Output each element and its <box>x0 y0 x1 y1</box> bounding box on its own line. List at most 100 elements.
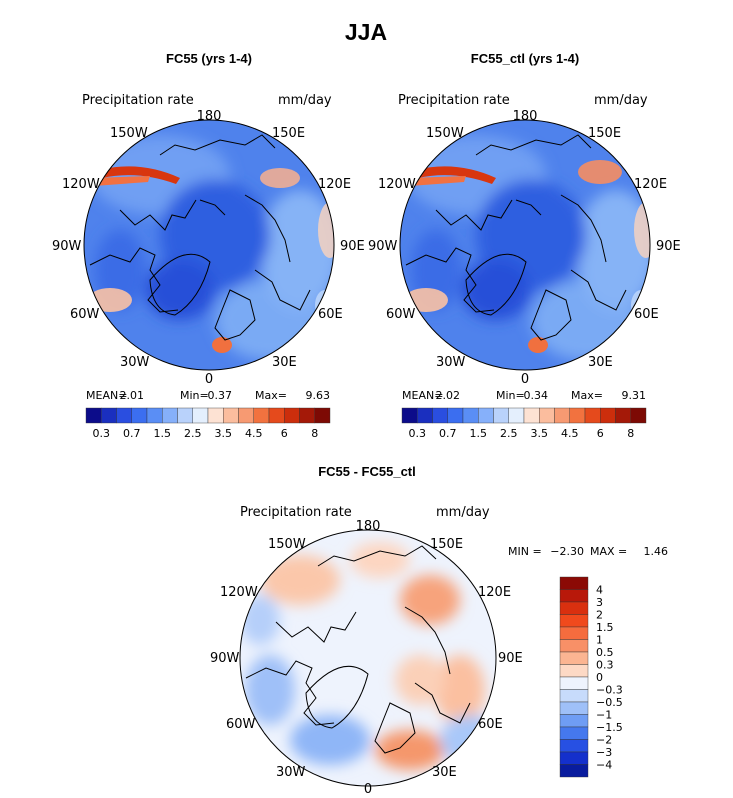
colorbar-swatch <box>86 408 101 423</box>
colorbar-swatch <box>433 408 448 423</box>
colorbar-swatch <box>162 408 177 423</box>
lon-label: 150W <box>110 126 148 141</box>
panel-title: FC55 (yrs 1-4) <box>166 51 252 66</box>
precip-map <box>84 120 342 370</box>
colorbar-tick-label: 8 <box>627 427 634 440</box>
colorbar-swatch <box>560 640 588 653</box>
units-label: mm/day <box>594 93 648 108</box>
mean-value: 2.02 <box>436 389 461 402</box>
colorbar-swatch <box>560 702 588 715</box>
figure-title: JJA <box>345 19 387 45</box>
lon-label: 60W <box>70 307 100 322</box>
lon-label: 0 <box>205 372 213 387</box>
colorbar-tick-label: 3.5 <box>531 427 549 440</box>
lon-label: 150W <box>268 537 306 552</box>
panel-title: FC55_ctl (yrs 1-4) <box>471 51 579 66</box>
colorbar-vertical: 4321.510.50.30−0.3−0.5−1−1.5−2−3−4 <box>560 577 623 777</box>
colorbar-swatch <box>600 408 615 423</box>
lon-label: 150E <box>430 537 463 552</box>
colorbar-swatch <box>560 577 588 590</box>
lon-label: 30E <box>588 355 613 370</box>
mean-value: 2.01 <box>120 389 145 402</box>
lon-label: 90W <box>52 239 82 254</box>
colorbar-tick-label: −4 <box>596 759 612 772</box>
colorbar-swatch <box>448 408 463 423</box>
colorbar-swatch <box>509 408 524 423</box>
stats-line: MEAN= 2.02 Min= 0.34 Max= 9.31 <box>402 389 646 402</box>
max-label: MAX = <box>590 545 627 558</box>
colorbar-tick-label: −0.5 <box>596 696 623 709</box>
colorbar-swatch <box>585 408 600 423</box>
colorbar-swatch <box>254 408 269 423</box>
colorbar-tick-label: 1.5 <box>596 621 614 634</box>
lon-label: 60W <box>226 717 256 732</box>
colorbar-swatch <box>402 408 417 423</box>
colorbar-swatch <box>560 677 588 690</box>
colorbar-swatch <box>560 665 588 678</box>
colorbar-tick-label: 3.5 <box>215 427 233 440</box>
figure-canvas: JJA FC55 (yrs 1-4) Precipitation rate mm… <box>0 0 733 798</box>
colorbar-tick-label: 0.3 <box>93 427 111 440</box>
lon-label: 90W <box>368 239 398 254</box>
colorbar-swatch <box>147 408 162 423</box>
colorbar-tick-label: 2 <box>596 609 603 622</box>
colorbar-tick-label: 2.5 <box>500 427 518 440</box>
min-label: MIN = <box>508 545 542 558</box>
colorbar-swatch <box>570 408 585 423</box>
lon-label: 120E <box>318 177 351 192</box>
colorbar-swatch <box>560 590 588 603</box>
lon-label: 30W <box>276 765 306 780</box>
lon-label: 60W <box>386 307 416 322</box>
colorbar-swatch <box>616 408 631 423</box>
max-value: 9.31 <box>622 389 647 402</box>
panel-difference: FC55 - FC55_ctl Precipitation rate mm/da… <box>210 464 668 797</box>
colorbar-swatch <box>101 408 116 423</box>
colorbar-tick-label: 0.7 <box>439 427 457 440</box>
min-label: Min= <box>496 389 525 402</box>
stats-line: MEAN= 2.01 Min= 0.37 Max= 9.63 <box>86 389 330 402</box>
colorbar-tick-label: 4.5 <box>245 427 263 440</box>
lon-label: 180 <box>356 519 381 534</box>
panel-fc55: FC55 (yrs 1-4) Precipitation rate mm/day <box>52 51 365 440</box>
variable-label: Precipitation rate <box>398 93 510 108</box>
lon-label: 30W <box>120 355 150 370</box>
panel-title: FC55 - FC55_ctl <box>318 464 416 479</box>
colorbar-swatch <box>560 602 588 615</box>
colorbar-swatch <box>560 627 588 640</box>
colorbar-swatch <box>269 408 284 423</box>
colorbar-tick-label: −0.3 <box>596 684 623 697</box>
max-value: 1.46 <box>644 545 669 558</box>
colorbar-swatch <box>417 408 432 423</box>
lon-label: 90E <box>340 239 365 254</box>
lon-label: 120W <box>62 177 100 192</box>
colorbar-swatch <box>555 408 570 423</box>
colorbar-swatch <box>524 408 539 423</box>
min-value: 0.34 <box>524 389 549 402</box>
min-value: 0.37 <box>208 389 233 402</box>
colorbar-tick-label: 4 <box>596 584 603 597</box>
variable-label: Precipitation rate <box>240 505 352 520</box>
lon-label: 60E <box>318 307 343 322</box>
max-label: Max= <box>255 389 287 402</box>
colorbar-swatch <box>239 408 254 423</box>
units-label: mm/day <box>436 505 490 520</box>
colorbar-tick-label: −1.5 <box>596 721 623 734</box>
colorbar-swatch <box>560 690 588 703</box>
lon-label: 150E <box>272 126 305 141</box>
colorbar-swatch <box>539 408 554 423</box>
colorbar-tick-label: −2 <box>596 734 612 747</box>
colorbar-swatch <box>300 408 315 423</box>
lon-label: 0 <box>364 782 372 797</box>
lon-label: 120E <box>478 585 511 600</box>
colorbar-swatch <box>631 408 646 423</box>
colorbar: 0.3 0.7 1.5 2.5 3.5 4.5 6 8 <box>86 408 330 440</box>
colorbar-tick-label: 1 <box>596 634 603 647</box>
lon-label: 60E <box>634 307 659 322</box>
lon-label: 30E <box>272 355 297 370</box>
max-label: Max= <box>571 389 603 402</box>
colorbar-swatch <box>463 408 478 423</box>
lon-label: 90W <box>210 651 240 666</box>
lon-label: 30W <box>436 355 466 370</box>
panel-fc55-ctl: FC55_ctl (yrs 1-4) Precipitation rate mm… <box>368 51 681 440</box>
colorbar-swatch <box>178 408 193 423</box>
